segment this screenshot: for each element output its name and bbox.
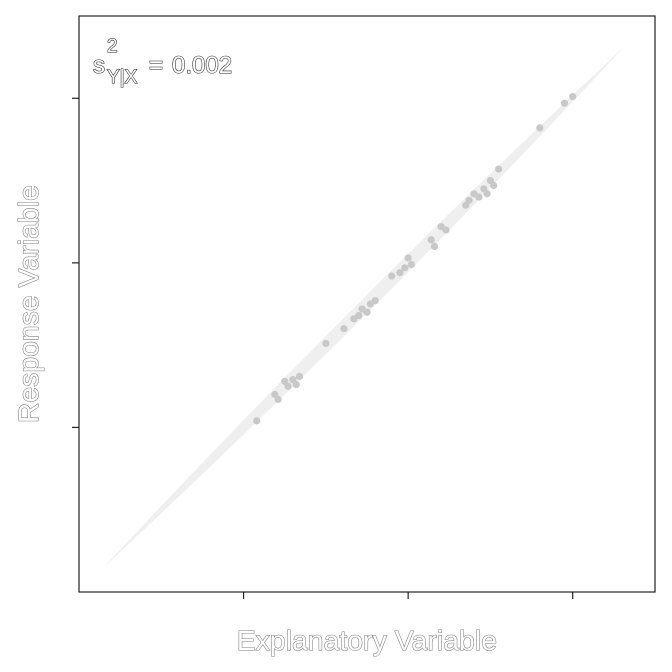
data-point [340, 325, 348, 333]
annotation-subscript: Y|X [107, 67, 138, 88]
data-point [322, 339, 330, 348]
data-point [388, 272, 396, 280]
data-point [371, 297, 379, 305]
data-point [284, 382, 292, 390]
data-point [495, 165, 503, 173]
annotation-superscript: 2 [107, 36, 118, 57]
plot-area [103, 45, 626, 568]
data-point [536, 124, 544, 132]
data-point [396, 269, 404, 277]
annotation-variance: s 2 Y|X = 0.002 [93, 36, 232, 88]
data-point [569, 93, 577, 101]
data-point [475, 193, 483, 201]
data-point [274, 395, 282, 404]
data-point [363, 308, 371, 316]
data-point [407, 260, 416, 269]
data-point [253, 417, 261, 425]
data-point [292, 381, 300, 389]
annotation-equals: = [149, 52, 163, 79]
data-point [355, 311, 363, 320]
data-point [483, 190, 491, 198]
data-point [427, 236, 435, 244]
data-point [560, 99, 569, 107]
plot-frame [78, 15, 656, 593]
data-point [442, 226, 450, 234]
data-point [465, 196, 473, 204]
data-point [490, 181, 498, 190]
x-axis-title: Explanatory Variable [237, 625, 497, 656]
data-point [401, 264, 409, 272]
data-point [295, 372, 304, 381]
data-point [430, 242, 439, 250]
data-point [404, 254, 412, 262]
y-axis-title: Response Variable [13, 185, 44, 423]
axis-ticks [72, 97, 574, 599]
annotation-value: 0.002 [172, 52, 232, 79]
annotation-symbol: s [93, 52, 105, 79]
